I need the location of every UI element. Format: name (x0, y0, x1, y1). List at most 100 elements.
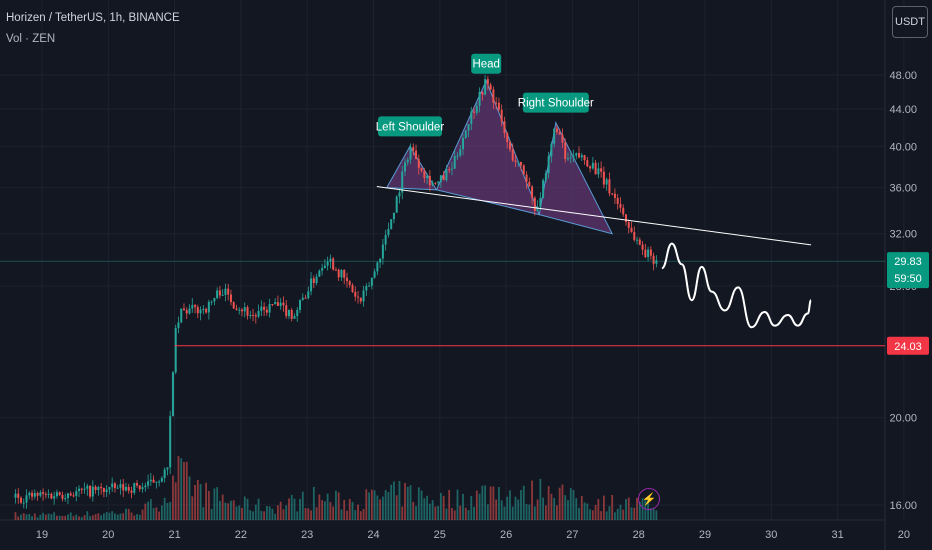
volume-bar (453, 510, 456, 520)
candle-body (442, 175, 445, 181)
candle-body (636, 239, 639, 241)
volume-bar (627, 497, 630, 520)
bar-countdown-label: 59:50 (894, 273, 922, 285)
candle-body (326, 261, 329, 266)
candle-body (351, 285, 354, 292)
volume-bar (580, 495, 583, 520)
volume-bar (216, 487, 219, 520)
candle-body (611, 193, 614, 195)
candle-body (268, 304, 271, 313)
y-tick-label: 36.00 (889, 183, 917, 195)
candle-body (547, 156, 550, 174)
candles (14, 74, 658, 509)
volume-bar (434, 506, 437, 520)
candle-body (575, 153, 578, 156)
volume-bar (194, 485, 196, 520)
candle-body (594, 162, 597, 175)
neckline (376, 186, 812, 246)
candle-body (171, 372, 174, 417)
candle-body (89, 485, 92, 497)
volume-bar (384, 489, 387, 520)
candle-body (340, 270, 343, 278)
lightning-icon[interactable]: ⚡ (638, 488, 660, 510)
candle-body (260, 306, 263, 312)
volume-bar (365, 489, 368, 520)
volume-bar (614, 512, 616, 520)
candle-body (147, 481, 150, 486)
volume-bar (578, 507, 580, 520)
volume-bar (83, 515, 86, 520)
volume-bar (544, 505, 547, 520)
volume-bar (263, 511, 266, 520)
candle-body (390, 219, 393, 229)
volume-bar (506, 496, 509, 520)
volume-bar (415, 506, 417, 520)
candle-body (287, 310, 290, 317)
volume-bar (279, 501, 282, 520)
candle-body (22, 502, 25, 504)
volume-bar (202, 507, 205, 520)
volume-bar (495, 499, 498, 520)
candle-body (312, 278, 315, 284)
volume-bar (591, 510, 594, 520)
volume-bar (249, 510, 252, 520)
volume-bar (633, 507, 636, 520)
candle-body (514, 160, 517, 163)
y-tick-label: 40.00 (889, 141, 917, 153)
volume-bars (14, 456, 658, 520)
candle-body (216, 290, 219, 298)
volume-bar (163, 497, 166, 520)
candle-body (481, 92, 484, 95)
candle-body (613, 193, 616, 198)
candle-body (412, 147, 415, 151)
currency-button[interactable]: USDT (892, 6, 928, 38)
candle-body (194, 305, 197, 308)
volume-bar (470, 495, 473, 520)
volume-bar (636, 497, 638, 520)
volume-bar (94, 514, 97, 520)
candle-body (492, 89, 495, 103)
volume-bar (478, 493, 481, 520)
volume-indicator-label[interactable]: Vol · ZEN (6, 33, 56, 45)
volume-bar (307, 508, 310, 520)
candle-body (180, 308, 183, 323)
volume-bar (486, 504, 489, 520)
candle-body (279, 302, 282, 306)
volume-bar (649, 508, 652, 520)
candle-body (655, 260, 658, 264)
volume-bar (498, 487, 500, 520)
candle-body (359, 297, 362, 302)
volume-bar (219, 500, 221, 520)
volume-bar (440, 492, 442, 520)
volume-bar (44, 514, 47, 520)
candle-body (619, 203, 622, 208)
candle-body (130, 490, 133, 493)
candle-body (627, 222, 630, 228)
volume-bar (188, 476, 191, 520)
candle-body (229, 294, 232, 303)
volume-bar (254, 504, 257, 520)
head-label-text: Head (472, 59, 500, 71)
candle-body (506, 133, 509, 143)
volume-bar (213, 488, 216, 520)
volume-bar (138, 514, 141, 520)
volume-bar (185, 461, 188, 520)
candle-body (75, 491, 78, 497)
volume-bar (373, 490, 376, 520)
volume-bar (348, 498, 351, 520)
candle-body (589, 166, 592, 169)
volume-bar (652, 507, 655, 520)
candle-body (478, 92, 481, 106)
candle-body (141, 487, 144, 490)
y-tick-label: 32.00 (889, 229, 917, 241)
candle-body (536, 206, 539, 211)
volume-bar (86, 511, 89, 520)
x-tick-label: 24 (367, 529, 379, 541)
candle-body (28, 492, 31, 496)
candle-body (409, 147, 412, 160)
candle-body (177, 322, 180, 329)
candle-body (597, 168, 600, 175)
volume-bar (528, 504, 531, 520)
volume-bar (428, 503, 431, 520)
